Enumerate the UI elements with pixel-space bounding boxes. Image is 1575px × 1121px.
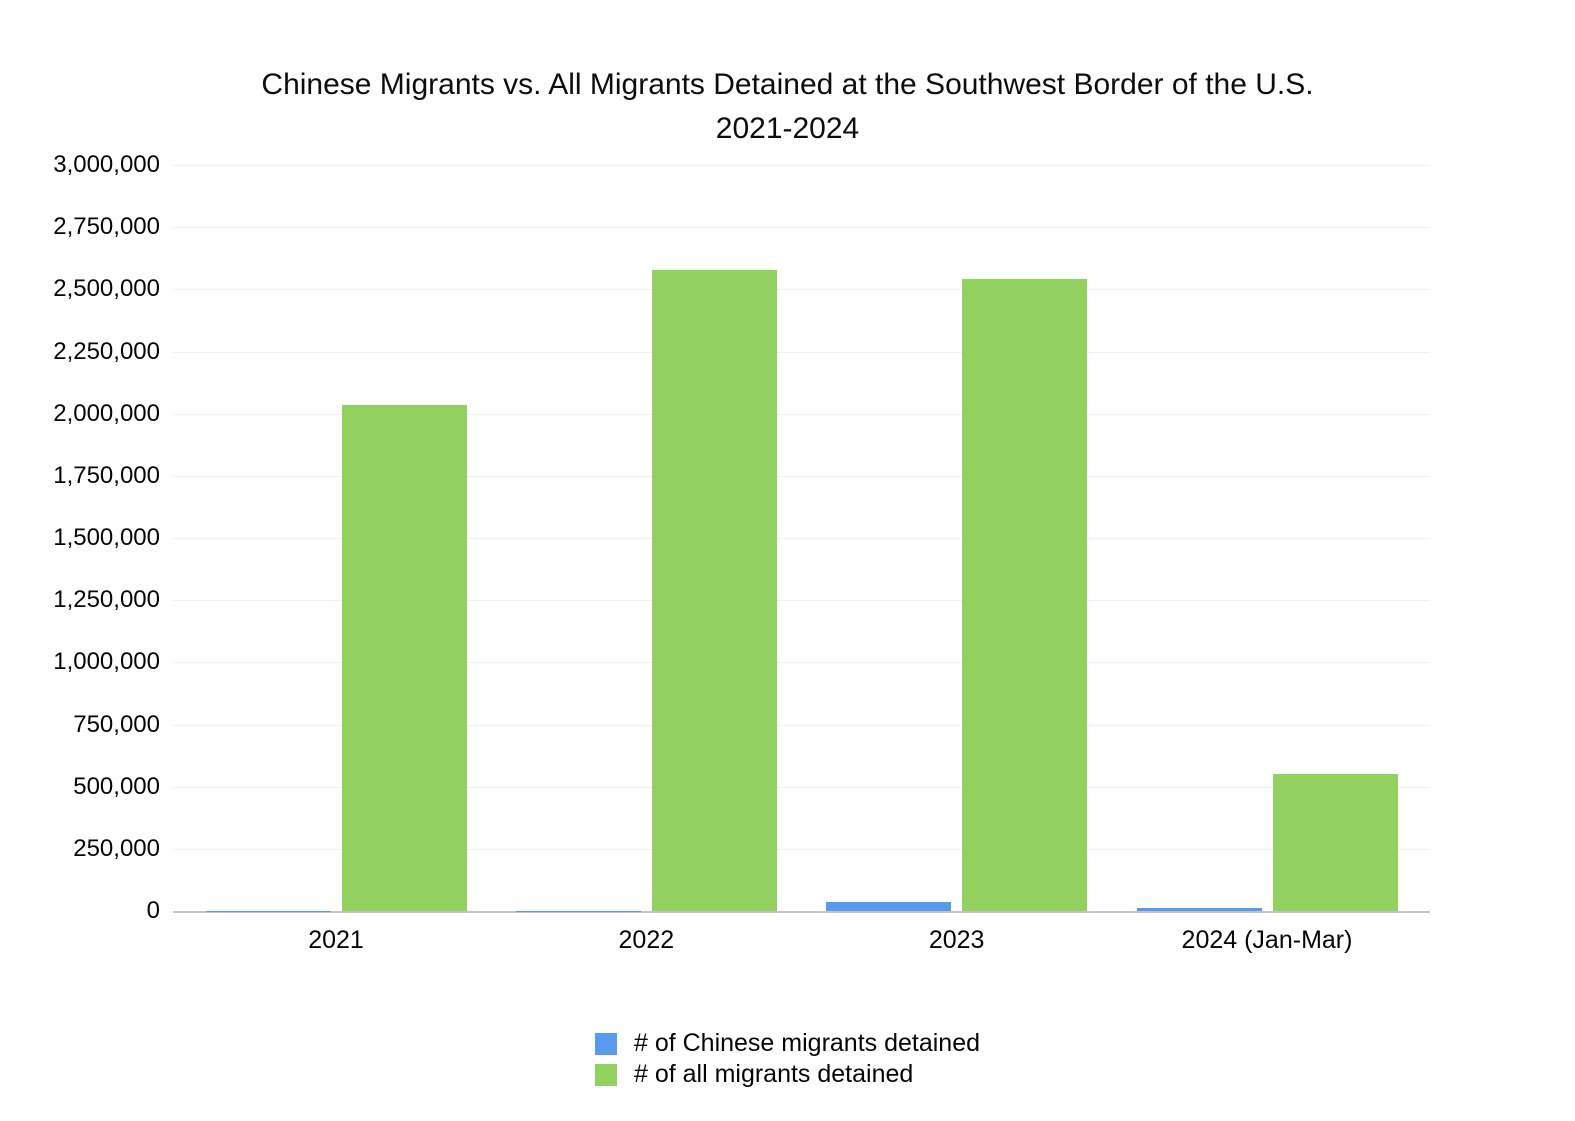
grid-line <box>173 475 1430 477</box>
legend-row: # of all migrants detained <box>594 1060 980 1088</box>
y-axis: 3,000,000 2,750,000 2,500,000 2,250,000 2,00… <box>0 151 160 924</box>
y-axis-tick-label: 1,750,000 <box>53 461 160 489</box>
x-axis-label: 2023 <box>928 926 985 954</box>
y-axis-tick-label: 2,500,000 <box>53 275 160 303</box>
x-axis-line <box>173 910 1430 913</box>
grid-line <box>173 848 1430 850</box>
x-axis: 2021 2022 2023 2024 (Jan-Mar) <box>173 926 1430 966</box>
grid-line <box>173 413 1430 415</box>
plot-area <box>173 165 1430 913</box>
legend-row: # of Chinese migrants detained <box>594 1029 981 1057</box>
bar-chinese-2023 <box>826 901 952 911</box>
chart-title-line1: Chinese Migrants vs. All Migrants Detain… <box>261 68 1314 101</box>
y-axis-tick-label: 2,750,000 <box>53 213 160 241</box>
bar-all-2024 <box>1272 773 1398 911</box>
legend-swatch-all-icon <box>594 1063 617 1086</box>
chart-title: Chinese Migrants vs. All Migrants Detain… <box>0 63 1575 151</box>
legend-swatch-chinese-icon <box>594 1032 617 1055</box>
grid-line <box>173 227 1430 229</box>
grid-line <box>173 351 1430 353</box>
x-axis-label: 2021 <box>308 926 364 954</box>
bar-all-2021 <box>341 404 467 911</box>
bar-all-2022 <box>651 269 777 911</box>
grid-line <box>173 165 1430 166</box>
legend-items: # of Chinese migrants detained # of all m… <box>594 1029 981 1088</box>
y-axis-tick-label: 0 <box>146 897 160 924</box>
grid-line <box>173 600 1430 602</box>
grid-line <box>173 786 1430 788</box>
y-axis-tick-label: 750,000 <box>73 710 160 738</box>
y-axis-tick-label: 2,250,000 <box>53 337 160 365</box>
grid-line <box>173 289 1430 291</box>
legend-label: # of all migrants detained <box>633 1060 914 1088</box>
bar-all-2023 <box>962 279 1088 911</box>
y-axis-tick-label: 2,000,000 <box>53 399 160 427</box>
grid-line <box>173 662 1430 664</box>
bar-chinese-2024 <box>1136 907 1262 911</box>
y-axis-tick-label: 1,500,000 <box>53 524 160 551</box>
y-axis-tick-label: 3,000,000 <box>53 151 160 178</box>
y-axis-tick-label: 1,250,000 <box>53 586 160 614</box>
y-axis-tick-label: 250,000 <box>73 834 160 862</box>
grid-line <box>173 538 1430 539</box>
legend-label: # of Chinese migrants detained <box>633 1029 981 1057</box>
x-axis-label: 2022 <box>618 926 675 954</box>
y-axis-tick-label: 500,000 <box>73 772 160 800</box>
legend: # of Chinese migrants detained # of all m… <box>0 1031 1575 1087</box>
grid-line <box>173 724 1430 726</box>
x-axis-label: 2024 (Jan-Mar) <box>1181 926 1353 954</box>
chart-title-line2: 2021-2024 <box>715 112 860 145</box>
y-axis-tick-label: 1,000,000 <box>53 648 160 676</box>
